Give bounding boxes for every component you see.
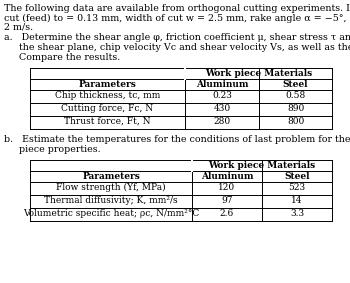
Text: 2 m/s.: 2 m/s.	[4, 23, 33, 32]
Text: piece properties.: piece properties.	[4, 145, 101, 153]
Text: 0.58: 0.58	[285, 91, 306, 100]
Text: Work piece Materials: Work piece Materials	[205, 69, 312, 78]
Text: Work piece Materials: Work piece Materials	[209, 161, 316, 170]
Text: 523: 523	[288, 183, 306, 192]
Text: 800: 800	[287, 117, 304, 126]
Text: cut (feed) to = 0.13 mm, width of cut w = 2.5 mm, rake angle α = −5°, and cuttin: cut (feed) to = 0.13 mm, width of cut w …	[4, 14, 350, 23]
Text: 14: 14	[291, 196, 303, 205]
Text: Parameters: Parameters	[79, 80, 136, 89]
Text: Steel: Steel	[283, 80, 308, 89]
Text: 120: 120	[218, 183, 236, 192]
Text: Flow strength (Yf, MPa): Flow strength (Yf, MPa)	[56, 183, 166, 192]
Text: b.   Estimate the temperatures for the conditions of last problem for the follow: b. Estimate the temperatures for the con…	[4, 135, 350, 144]
Text: 2.6: 2.6	[220, 209, 234, 218]
Text: Aluminum: Aluminum	[196, 80, 248, 89]
Text: 280: 280	[214, 117, 231, 126]
Text: The following data are available from orthogonal cutting experiments. In both ca: The following data are available from or…	[4, 4, 350, 13]
Text: Thrust force, Ft, N: Thrust force, Ft, N	[64, 117, 151, 126]
Text: Parameters: Parameters	[82, 172, 140, 181]
Text: the shear plane, chip velocity Vc and shear velocity Vs, as well as the unit ene: the shear plane, chip velocity Vc and sh…	[4, 43, 350, 52]
Text: 3.3: 3.3	[290, 209, 304, 218]
Text: Steel: Steel	[284, 172, 310, 181]
Text: a.   Determine the shear angle φ, friction coefficient μ, shear stress τ and she: a. Determine the shear angle φ, friction…	[4, 33, 350, 42]
Text: 430: 430	[214, 104, 231, 113]
Text: Chip thickness, tc, mm: Chip thickness, tc, mm	[55, 91, 160, 100]
Text: 0.23: 0.23	[212, 91, 232, 100]
Text: Thermal diffusivity; K, mm²/s: Thermal diffusivity; K, mm²/s	[44, 196, 178, 205]
Text: Cutting force, Fc, N: Cutting force, Fc, N	[62, 104, 154, 113]
Text: 97: 97	[221, 196, 233, 205]
Text: Aluminum: Aluminum	[201, 172, 253, 181]
Text: 890: 890	[287, 104, 304, 113]
Text: Volumetric specific heat; ρc, N/mm²°C: Volumetric specific heat; ρc, N/mm²°C	[23, 209, 199, 218]
Text: Compare the results.: Compare the results.	[4, 53, 120, 61]
